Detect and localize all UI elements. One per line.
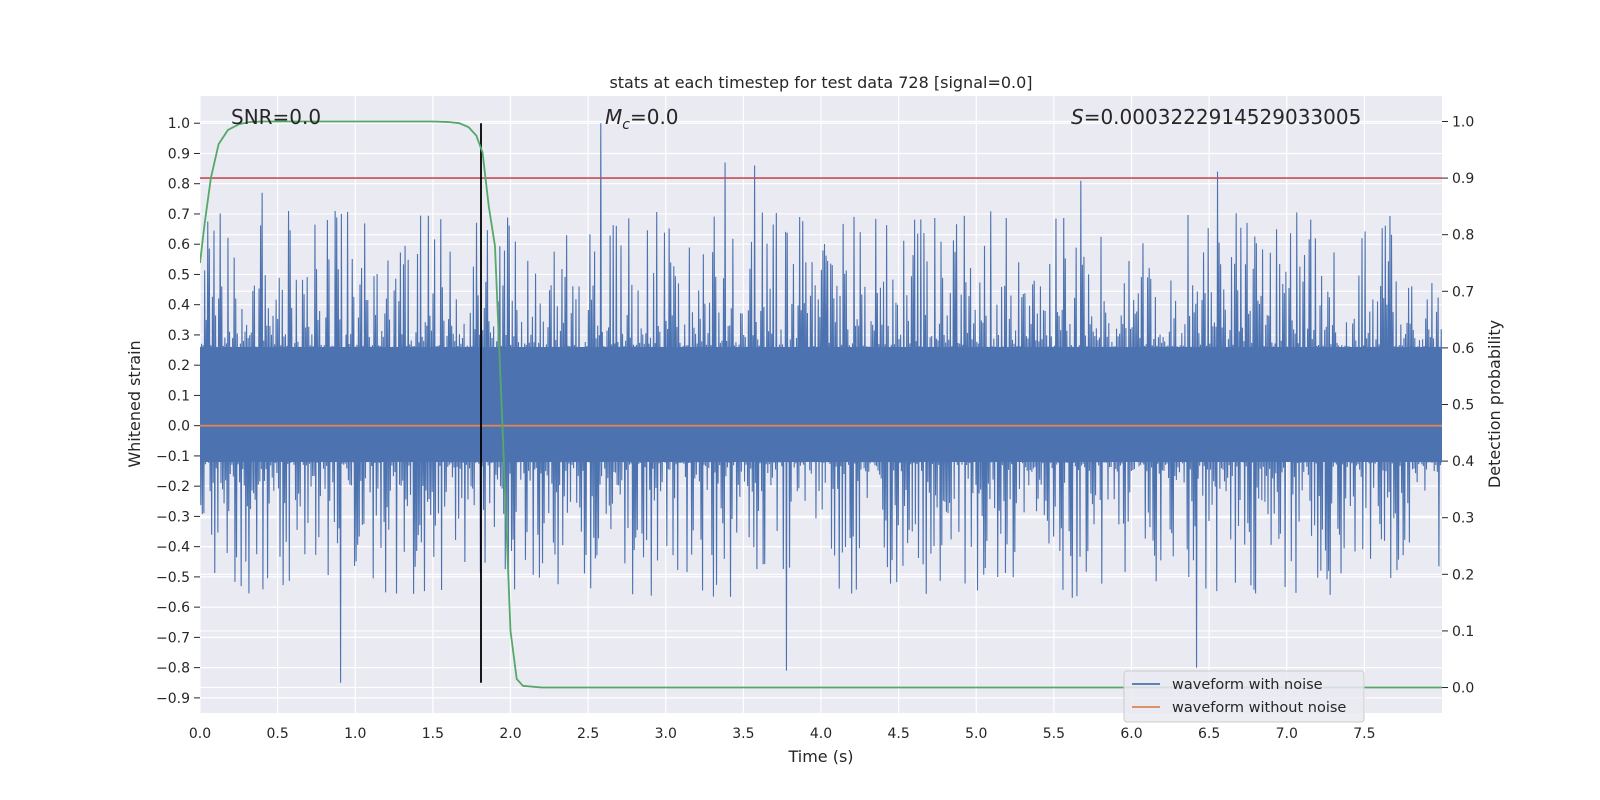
x-tick-label: 4.0 <box>810 726 832 742</box>
series-detection-probability <box>200 120 1442 689</box>
y2-tick-label: 0.5 <box>1452 398 1474 414</box>
x-tick-label: 4.5 <box>887 726 909 742</box>
x-tick-label: 3.0 <box>655 726 677 742</box>
y2-tick-label: 0.4 <box>1452 454 1474 470</box>
legend: waveform with noise waveform without noi… <box>1123 670 1365 723</box>
x-tick-label: 5.5 <box>1043 726 1065 742</box>
y2-tick-label: 0.3 <box>1452 511 1474 527</box>
mc-value: =0.0 <box>630 105 679 129</box>
y-tick-label: 0.0 <box>168 419 190 435</box>
s-symbol: S <box>1071 105 1084 129</box>
y-tick-label: −0.8 <box>156 661 190 677</box>
x-tick-label: 6.5 <box>1198 726 1220 742</box>
y-tick-label: 0.8 <box>168 177 190 193</box>
mc-annotation: Mc=0.0 <box>605 105 679 133</box>
y2-tick-label: 0.1 <box>1452 624 1474 640</box>
y-tick-label: 1.0 <box>168 116 190 132</box>
x-axis-label: Time (s) <box>787 747 853 766</box>
y-tick-label: 0.5 <box>168 267 190 283</box>
y-tick-label: −0.5 <box>156 570 190 586</box>
y-tick-label: 0.6 <box>168 237 190 253</box>
y-tick-label: 0.3 <box>168 328 190 344</box>
x-tick-label: 7.5 <box>1353 726 1375 742</box>
y-tick-label: −0.6 <box>156 600 190 616</box>
series-layer <box>200 120 1442 689</box>
y2-tick-label: 0.9 <box>1452 171 1474 187</box>
y2-tick-label: 0.6 <box>1452 341 1474 357</box>
x-tick-label: 3.5 <box>732 726 754 742</box>
y-tick-label: 0.1 <box>168 388 190 404</box>
y2-axis-label: Detection probability <box>1485 320 1504 488</box>
x-tick-label: 5.0 <box>965 726 987 742</box>
y2-tick-label: 1.0 <box>1452 114 1474 130</box>
y-axis-label: Whitened strain <box>125 340 144 467</box>
y-tick-label: 0.4 <box>168 298 190 314</box>
y-tick-label: −0.1 <box>156 449 190 465</box>
x-tick-label: 2.0 <box>499 726 521 742</box>
x-tick-label: 1.0 <box>344 726 366 742</box>
s-annotation: S=0.0003222914529033005 <box>1071 105 1361 129</box>
mc-symbol: M <box>605 105 622 129</box>
y-tick-label: 0.2 <box>168 358 190 374</box>
left-axis: 1.0 0.9 0.8 0.7 0.6 0.5 0.4 0.3 0.2 0.1 0.0 −0.1 −0.… <box>156 116 200 707</box>
y-tick-label: −0.2 <box>156 479 190 495</box>
x-tick-label: 7.0 <box>1276 726 1298 742</box>
s-value: =0.0003222914529033005 <box>1084 105 1362 129</box>
y-tick-label: −0.9 <box>156 691 190 707</box>
y-tick-label: 0.7 <box>168 207 190 223</box>
legend-label-waveform-without-noise: waveform without noise <box>1172 700 1346 716</box>
y2-tick-label: 0.7 <box>1452 284 1474 300</box>
y2-tick-label: 0.0 <box>1452 681 1474 697</box>
x-tick-label: 1.5 <box>422 726 444 742</box>
bottom-axis: 0.0 0.5 1.0 1.5 2.0 2.5 3.0 3.5 4.0 4.5 5.0 5.5 6.0 6… <box>189 726 1376 742</box>
legend-label-waveform-with-noise: waveform with noise <box>1172 677 1323 693</box>
x-tick-label: 0.0 <box>189 726 211 742</box>
x-tick-label: 6.0 <box>1120 726 1142 742</box>
x-tick-label: 2.5 <box>577 726 599 742</box>
y-tick-label: 0.9 <box>168 146 190 162</box>
snr-annotation: SNR=0.0 <box>231 105 321 129</box>
y-tick-label: −0.4 <box>156 540 190 556</box>
x-tick-label: 0.5 <box>266 726 288 742</box>
y2-tick-label: 0.2 <box>1452 567 1474 583</box>
right-axis: 1.0 0.9 0.8 0.7 0.6 0.5 0.4 0.3 0.2 0.1 0.0 <box>1442 114 1474 697</box>
mc-subscript: c <box>622 117 630 133</box>
chart-title: stats at each timestep for test data 728… <box>609 73 1032 92</box>
y-tick-label: −0.3 <box>156 509 190 525</box>
y2-tick-label: 0.8 <box>1452 228 1474 244</box>
legend-box <box>1123 670 1365 723</box>
y-tick-label: −0.7 <box>156 630 190 646</box>
